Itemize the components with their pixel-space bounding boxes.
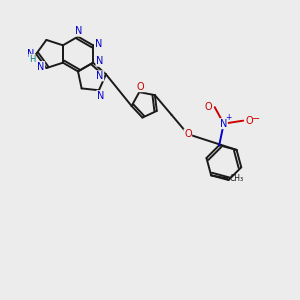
Text: O: O	[245, 116, 253, 126]
Text: O: O	[205, 102, 212, 112]
Text: +: +	[225, 113, 231, 122]
Text: N: N	[75, 26, 82, 36]
Text: CH₃: CH₃	[229, 174, 243, 183]
Text: N: N	[37, 61, 45, 72]
Text: N: N	[96, 71, 104, 81]
Text: N: N	[95, 39, 103, 49]
Text: H: H	[29, 55, 35, 64]
Text: O: O	[184, 129, 192, 139]
Text: N: N	[27, 49, 34, 59]
Text: N: N	[96, 56, 103, 66]
Text: −: −	[252, 114, 260, 124]
Text: O: O	[137, 82, 145, 92]
Text: N: N	[97, 91, 104, 100]
Text: N: N	[220, 118, 227, 129]
